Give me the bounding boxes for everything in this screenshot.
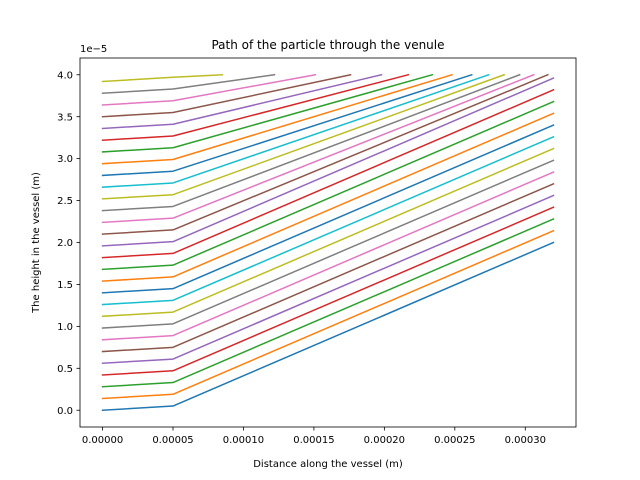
series-line-14 [101,88,555,259]
series-line-4 [101,206,555,376]
y-tick-label: 3.5 [57,112,73,123]
series-line-20 [101,73,490,188]
series-line-3 [101,218,555,388]
x-tick-label: 0.00030 [505,435,546,446]
y-tick-label: 1.5 [57,280,73,291]
x-tick-label: 0.00005 [152,435,193,446]
x-tick-label: 0.00015 [293,435,334,446]
x-tick-label: 0.00020 [364,435,405,446]
series-line-27 [101,73,317,106]
series-line-18 [101,73,521,212]
series-line-16 [101,73,549,235]
y-tick-label: 1.0 [57,322,73,333]
x-tick-label: 0.00000 [82,435,123,446]
series-line-25 [101,73,383,130]
series-line-1 [101,241,555,412]
y-tick-label: 0.5 [57,364,73,375]
series-line-11 [101,124,555,294]
series-line-22 [101,73,453,165]
plot-area-frame [79,57,577,428]
series-line-2 [101,229,555,400]
y-tick-label: 3.0 [57,154,73,165]
x-tick-label: 0.00025 [434,435,475,446]
y-axis-title: The height in the vessel (m) [31,172,42,314]
series-line-12 [101,112,555,282]
series-line-15 [101,77,555,247]
series-line-29 [101,73,224,83]
series-line-5 [101,194,555,365]
series-line-10 [101,135,555,306]
series-line-19 [101,73,506,200]
x-axis-title: Distance along the vessel (m) [253,459,403,470]
series-layer [101,73,555,412]
y-axis-offset-text: 1e−5 [80,44,107,55]
series-line-6 [101,182,555,353]
series-line-23 [101,73,434,153]
chart-title: Path of the particle through the venule [211,38,444,52]
y-tick-label: 4.0 [57,70,73,81]
y-tick-label: 2.5 [57,196,73,207]
series-line-13 [101,100,555,271]
x-tick-label: 0.00010 [223,435,264,446]
series-line-8 [101,159,555,329]
series-line-9 [101,147,555,318]
series-line-26 [101,73,352,118]
series-line-17 [101,73,535,224]
x-axis-ticks: 0.00000 0.00005 0.00010 0.00015 0.00020 0.000… [82,427,546,446]
y-tick-label: 2.0 [57,238,73,249]
series-line-28 [101,73,276,95]
y-axis-ticks: 0.0 0.5 1.0 1.5 2.0 2.5 3.0 3.5 4.0 [57,70,80,417]
y-tick-label: 0.0 [57,406,73,417]
series-line-21 [101,73,473,177]
series-line-7 [101,171,555,341]
series-line-24 [101,73,410,141]
